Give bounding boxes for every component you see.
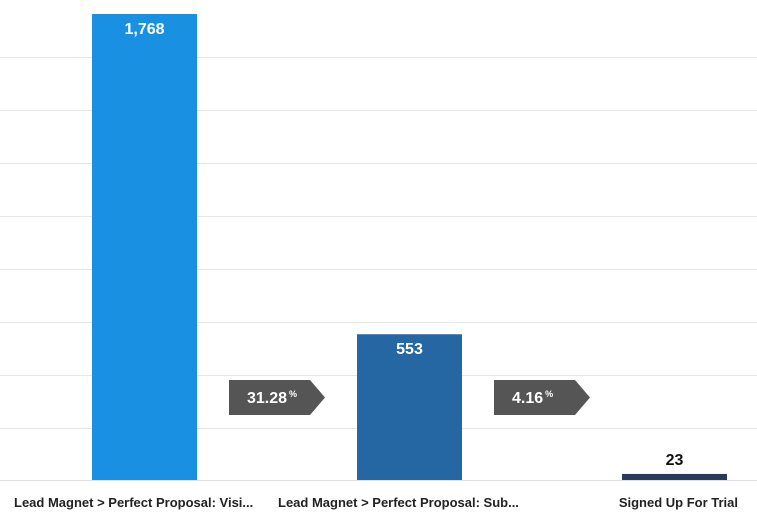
category-label-2: Lead Magnet > Perfect Proposal: Sub... [278, 495, 519, 510]
bar-value-label-2: 553 [396, 341, 423, 358]
bars-group [92, 14, 727, 480]
bar-3[interactable] [622, 473, 727, 480]
category-labels-group: Lead Magnet > Perfect Proposal: Visi... L… [14, 495, 738, 510]
bar-value-label-1: 1,768 [124, 21, 164, 38]
bar-1[interactable] [92, 14, 197, 480]
conversion-badge-2: 4.16% [494, 380, 590, 415]
conversion-rate-unit: % [289, 389, 297, 399]
bar-value-label-3: 23 [666, 452, 684, 469]
conversion-arrow-shape [494, 380, 590, 415]
conversion-badges-group: 31.28% 4.16% [229, 380, 590, 415]
conversion-rate-unit: % [545, 389, 553, 399]
conversion-badge-1: 31.28% [229, 380, 325, 415]
category-label-1: Lead Magnet > Perfect Proposal: Visi... [14, 495, 253, 510]
conversion-rate-value: 31.28 [247, 390, 287, 407]
value-labels-group: 1,768 553 23 [124, 21, 683, 469]
conversion-rate-value: 4.16 [512, 390, 543, 407]
bar-2[interactable] [357, 334, 462, 480]
category-label-3: Signed Up For Trial [619, 495, 738, 510]
conversion-arrow-shape [229, 380, 325, 415]
